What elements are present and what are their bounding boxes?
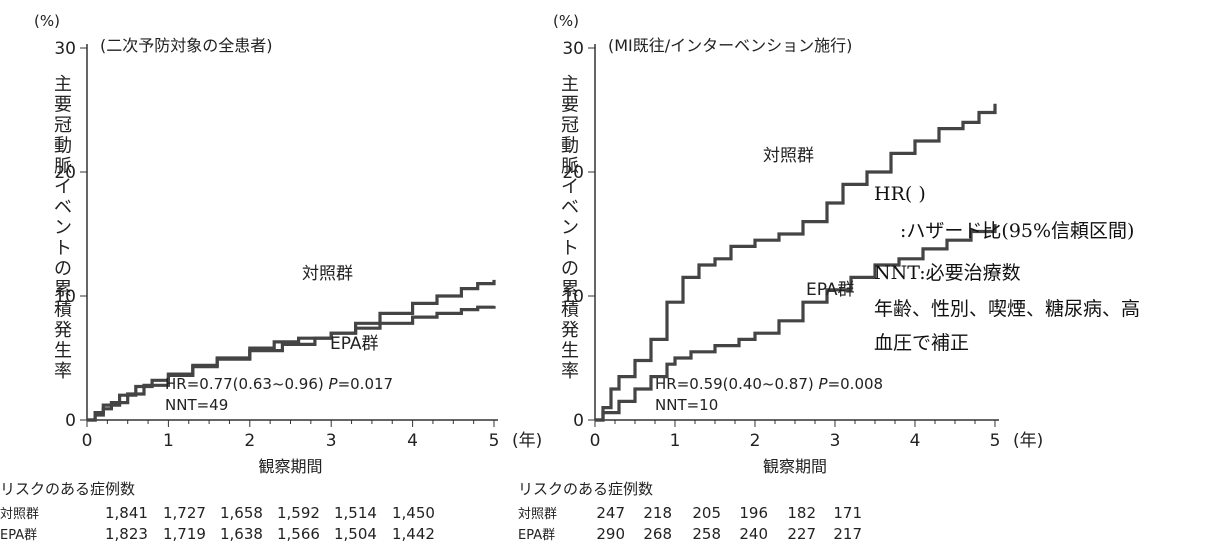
chart1-y-tick-label: 30 — [54, 39, 76, 59]
chart1-series-label-epa: EPA群 — [330, 334, 379, 354]
chart2-percent-label: (%) — [553, 12, 579, 30]
chart1-x-tick-label: 3 — [326, 431, 337, 451]
chart1-y-tick-label: 20 — [54, 163, 76, 183]
note-nnt: NNT:必要治療数 — [874, 262, 1021, 284]
chart2-risk-table-cell: 227 — [787, 525, 816, 543]
note-hr-heading: HR( ) — [874, 183, 926, 205]
chart2-x-tick-label: 1 — [670, 431, 681, 451]
chart2-annotation-nnt: NNT=10 — [655, 396, 718, 414]
chart2-risk-table-cell: 196 — [739, 504, 768, 522]
chart1-risk-table-cell: 1,727 — [163, 504, 206, 522]
chart1-annotation-nnt: NNT=49 — [165, 396, 228, 414]
chart1-risk-table-title: リスクのある症例数 — [0, 480, 135, 498]
chart1-x-tick-label: 2 — [244, 431, 255, 451]
chart1-x-tick-label: 0 — [82, 431, 93, 451]
chart2-y-tick-label: 20 — [562, 163, 584, 183]
chart1-series-line-control — [87, 279, 496, 422]
chart1-annotation-hr: HR=0.77(0.63~0.96) P=0.017 — [165, 375, 393, 393]
chart2-x-tick-label: 2 — [750, 431, 761, 451]
chart2-risk-table-cell: 217 — [833, 525, 862, 543]
chart2-risk-table-cell: 290 — [596, 525, 625, 543]
chart1-risk-table-cell: 1,566 — [277, 525, 320, 543]
chart2-risk-table-cell: 171 — [833, 504, 862, 522]
chart1-x-unit: (年) — [512, 431, 542, 451]
chart2-annotation-hr: HR=0.59(0.40~0.87) P=0.008 — [655, 375, 883, 393]
chart2-risk-table-title: リスクのある症例数 — [518, 480, 653, 498]
chart1-risk-table-cell: 1,442 — [392, 525, 435, 543]
chart2-risk-table-cell: 218 — [643, 504, 672, 522]
chart1-series-label-control: 対照群 — [302, 264, 353, 284]
chart1-risk-table-cell: 1,504 — [334, 525, 377, 543]
chart2-series-label-epa: EPA群 — [806, 280, 855, 300]
note-hr-desc: :ハザード比(95%信頼区間) — [900, 220, 1135, 242]
chart2-risk-table-row-label: 対照群 — [518, 507, 557, 522]
chart2-y-axis-label: 主要冠動脈イベントの累積発生率 — [561, 74, 579, 382]
chart1-y-axis-label: 主要冠動脈イベントの累積発生率 — [54, 74, 72, 382]
chart1-risk-table-cell: 1,658 — [220, 504, 263, 522]
chart2-title: (MI既往/インターベンション施行) — [608, 36, 852, 55]
chart2-series-label-control: 対照群 — [763, 146, 814, 166]
chart1-risk-table-cell: 1,514 — [334, 504, 377, 522]
chart1-risk-table-cell: 1,592 — [277, 504, 320, 522]
chart2-risk-table-cell: 247 — [596, 504, 625, 522]
chart1-risk-table-cell: 1,638 — [220, 525, 263, 543]
chart2-x-tick-label: 0 — [590, 431, 601, 451]
chart1-y-tick-label: 0 — [65, 411, 76, 431]
chart2-y-tick-label: 0 — [573, 411, 584, 431]
chart1-risk-table-cell: 1,841 — [105, 504, 148, 522]
chart2-risk-table-cell: 240 — [739, 525, 768, 543]
chart2-risk-table-cell: 258 — [692, 525, 721, 543]
chart1-y-tick-label: 10 — [54, 287, 76, 307]
chart1-risk-table-row-label: 対照群 — [0, 507, 39, 522]
chart1-risk-table-cell: 1,719 — [163, 525, 206, 543]
chart1-x-tick-label: 1 — [163, 431, 174, 451]
chart2-x-tick-label: 3 — [830, 431, 841, 451]
chart1-series-line-epa — [87, 305, 496, 422]
chart2-risk-table-row-label: EPA群 — [518, 528, 555, 543]
chart1-percent-label: (%) — [34, 12, 60, 30]
chart1-x-tick-label: 4 — [407, 431, 418, 451]
chart1-risk-table-row-label: EPA群 — [0, 528, 37, 543]
chart2-risk-table-cell: 205 — [692, 504, 721, 522]
chart1-risk-table-cell: 1,823 — [105, 525, 148, 543]
chart2-x-unit: (年) — [1013, 431, 1043, 451]
chart2-y-tick-label: 30 — [562, 39, 584, 59]
chart2-risk-table-cell: 268 — [643, 525, 672, 543]
chart1-title: (二次予防対象の全患者) — [100, 36, 273, 55]
chart2-x-tick-label: 4 — [910, 431, 921, 451]
chart2-series-line-control — [595, 103, 997, 422]
chart2-series-line-epa — [595, 224, 997, 422]
chart2-risk-table-cell: 182 — [787, 504, 816, 522]
note-adjust-line1: 年齢、性別、喫煙、糖尿病、高 — [874, 298, 1141, 320]
chart2-x-axis-label: 観察期間 — [763, 457, 827, 476]
chart1-x-axis-label: 観察期間 — [258, 457, 322, 476]
chart1-x-tick-label: 5 — [489, 431, 500, 451]
chart1-risk-table-cell: 1,450 — [392, 504, 435, 522]
chart2-y-tick-label: 10 — [562, 287, 584, 307]
chart2-x-tick-label: 5 — [990, 431, 1001, 451]
note-adjust-line2: 血圧で補正 — [874, 332, 970, 354]
